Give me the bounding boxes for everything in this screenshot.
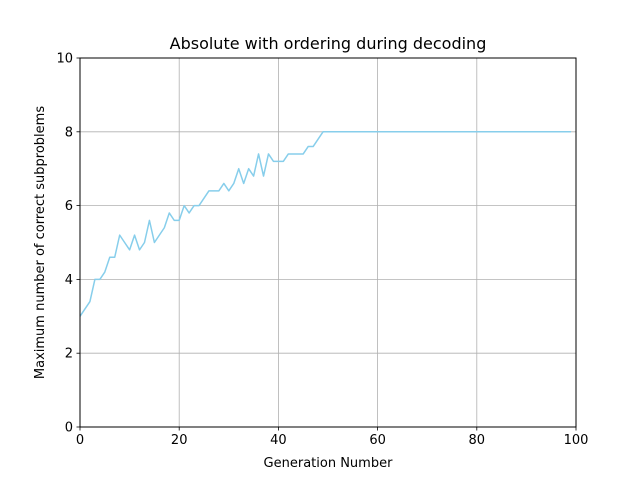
ticks: 0 20 40 60 80 100 0 2 4 6 8 10 bbox=[56, 52, 588, 449]
x-axis-label: Generation Number bbox=[264, 456, 394, 471]
y-tick-label: 10 bbox=[56, 52, 73, 67]
series-layer bbox=[79, 131, 572, 317]
y-tick-label: 0 bbox=[65, 421, 73, 436]
y-tick-label: 8 bbox=[65, 125, 73, 140]
plot-frame bbox=[79, 57, 577, 428]
x-tick-label: 20 bbox=[171, 433, 188, 448]
series-line bbox=[79, 131, 572, 317]
y-tick-label: 6 bbox=[65, 199, 73, 214]
y-tick-label: 4 bbox=[65, 273, 73, 288]
x-tick-label: 0 bbox=[76, 433, 84, 448]
x-tick-label: 80 bbox=[469, 433, 486, 448]
y-axis-label: Maximum number of correct subproblems bbox=[33, 106, 48, 379]
y-tick-label: 2 bbox=[65, 347, 73, 362]
x-tick-label: 100 bbox=[564, 433, 589, 448]
chart-title: Absolute with ordering during decoding bbox=[170, 34, 487, 53]
x-tick-label: 60 bbox=[369, 433, 386, 448]
x-tick-label: 40 bbox=[270, 433, 287, 448]
